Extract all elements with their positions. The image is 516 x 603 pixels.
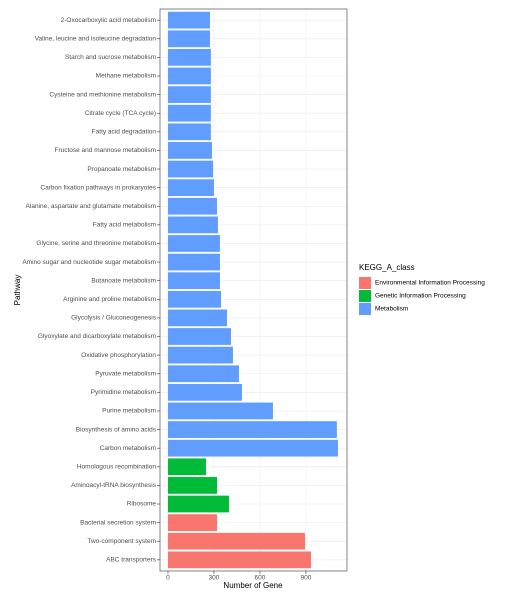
bar [167,216,218,234]
y-tick-label: Carbon metabolism [100,445,156,452]
x-axis-title: Number of Gene [223,581,283,590]
bar [167,11,210,29]
bar [167,477,218,494]
y-tick-label: Glyoxylate and dicarboxylate metabolism [38,333,156,340]
bar [167,290,222,308]
legend-label: Environmental Information Processing [375,280,485,287]
bar [167,458,206,476]
bar [167,67,211,85]
x-tick-label: 900 [300,575,311,582]
y-tick-label: 2-Oxocarboxylic acid metabolism [61,17,156,24]
y-tick-label: Propanoate metabolism [87,166,156,173]
bar [167,160,214,178]
bar [167,179,214,197]
y-tick-label: Amino sugar and nucleotide sugar metabol… [22,259,156,266]
bar [167,365,239,383]
bar [167,309,227,327]
bar [167,86,211,103]
y-tick-label: ABC transporters [106,557,157,564]
y-tick-label: Valine, leucine and isoleucine degradati… [35,35,157,42]
panel-border [159,8,348,572]
bar [167,104,211,122]
bar [167,235,220,252]
bar [167,272,220,290]
bar [167,514,218,531]
bar [167,346,233,364]
bar [167,328,231,345]
bar [167,253,220,271]
bar [167,49,211,66]
y-tick-label: Methane metabolism [96,73,156,80]
y-tick-label: Citrate cycle (TCA cycle) [85,110,156,117]
y-tick-label: Glycine, serine and threonine metabolism [36,240,156,247]
legend-label: Metabolism [375,306,408,313]
y-tick-label: Homologous recombination [77,464,157,471]
y-tick-label: Glycolysis / Gluconeogenesis [71,315,157,322]
x-tick-label: 600 [255,575,266,582]
legend-key [359,303,371,315]
x-tick-label: 300 [209,575,220,582]
y-tick-label: Biosynthesis of amino acids [76,426,157,433]
y-tick-label: Aminoacyl-tRNA biosynthesis [71,482,157,489]
bar [167,421,337,438]
y-tick-label: Fatty acid degradation [92,129,157,136]
bar [167,495,229,513]
y-tick-label: Alanine, aspartate and glutamate metabol… [26,203,156,210]
bar [167,123,211,141]
y-tick-label: Cysteine and methionine metabolism [49,91,156,98]
bar [167,30,210,48]
y-tick-label: Ribosome [127,501,157,508]
bar [167,383,243,401]
bar [167,142,212,159]
y-tick-label: Starch and sucrose metabolism [65,54,156,61]
y-tick-label: Pyrimidine metabolism [91,389,156,396]
y-tick-label: Fatty acid metabolism [93,222,156,229]
bar [167,197,218,215]
legend-label: Genetic Information Processing [375,293,466,300]
y-tick-label: Bacterial secretion system [80,519,156,526]
y-tick-label: Fructose and mannose metabolism [54,147,156,154]
legend-key [359,277,371,289]
y-tick-label: Arginine and proline metabolism [63,296,156,303]
y-tick-label: Pyruvate metabolism [95,370,156,377]
legend-key [359,290,371,302]
bar [167,439,338,457]
legend-title: KEGG_A_class [359,263,415,272]
y-tick-label: Two-component system [87,538,156,545]
bar [167,551,311,569]
bar [167,532,306,550]
y-tick-label: Carbon fixation pathways in prokaryotes [40,184,156,191]
y-tick-label: Butanoate metabolism [91,277,156,284]
x-tick-label: 0 [166,575,170,582]
y-tick-label: Purine metabolism [102,408,156,415]
bar [167,402,273,420]
y-axis-title: Pathway [13,275,22,306]
y-tick-label: Oxidative phosphorylation [81,352,156,359]
